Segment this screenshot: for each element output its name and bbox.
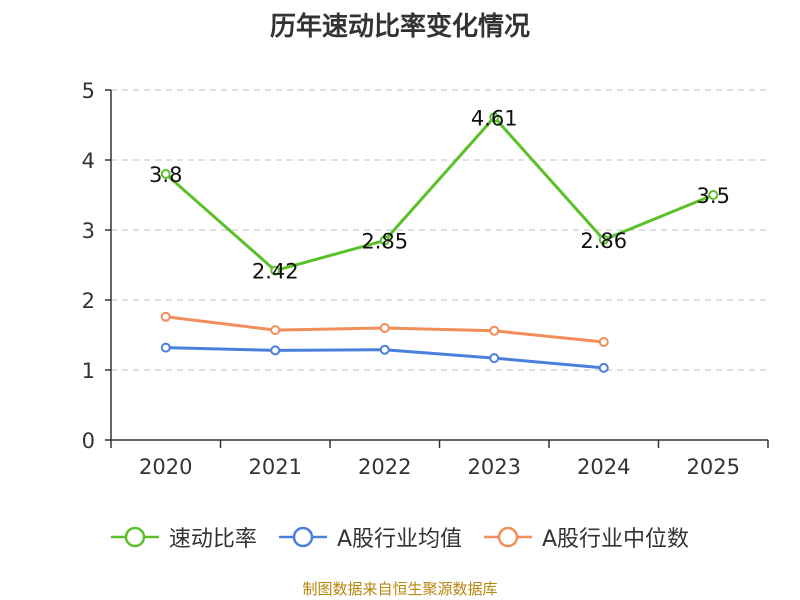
legend-label: A股行业均值 xyxy=(336,527,462,552)
data-point xyxy=(489,112,500,123)
legend-circle xyxy=(292,526,314,548)
legend-label: 速动比率 xyxy=(168,527,257,552)
y-tick-label: 5 xyxy=(82,79,95,103)
line-chart: 0 1 2 3 4 5 2020 2021 2022 2023 2024 2025 3.8 2.42 2.… xyxy=(82,79,769,479)
series-line xyxy=(164,115,714,273)
data-labels: 3.8 2.42 2.85 4.61 2.86 3.5 xyxy=(149,106,730,283)
data-label: 2.85 xyxy=(361,230,408,254)
x-tick-label: 2024 xyxy=(577,455,630,479)
data-point xyxy=(598,337,609,347)
data-point xyxy=(379,323,390,333)
data-point xyxy=(598,362,609,373)
axes: 0 1 2 3 4 5 2020 2021 2022 2023 2024 2025 xyxy=(82,79,769,479)
data-point xyxy=(160,169,171,179)
data-label: 4.61 xyxy=(471,106,518,130)
y-tick-label: 0 xyxy=(82,429,95,453)
data-point xyxy=(270,265,281,276)
y-tick-label: 3 xyxy=(82,219,95,243)
legend-item-industry-mean[interactable]: A股行业均值 xyxy=(278,521,462,553)
series-lines xyxy=(160,112,719,373)
data-point xyxy=(379,235,390,246)
data-point xyxy=(270,345,281,356)
data-point xyxy=(270,325,281,336)
data-point xyxy=(598,234,609,245)
y-tick-label: 2 xyxy=(82,289,95,313)
data-point xyxy=(489,325,500,336)
data-source-note: 制图数据来自恒生聚源数据库 xyxy=(302,580,498,598)
x-tick-label: 2020 xyxy=(139,455,192,479)
legend-line-circle-icon xyxy=(110,526,159,548)
y-tick-label: 4 xyxy=(82,149,95,173)
x-tick-label: 2025 xyxy=(687,455,740,479)
legend: 速动比率 A股行业均值 A股行业中位数 xyxy=(0,520,800,554)
legend-circle xyxy=(124,526,146,548)
data-point xyxy=(708,190,719,200)
data-label: 2.42 xyxy=(252,260,299,284)
legend-circle xyxy=(497,526,519,548)
legend-label: A股行业中位数 xyxy=(542,527,690,552)
data-point xyxy=(160,342,171,353)
chart-title: 历年速动比率变化情况 xyxy=(269,12,530,42)
legend-item-industry-median[interactable]: A股行业中位数 xyxy=(484,521,689,553)
x-tick-label: 2021 xyxy=(249,455,302,479)
data-label: 2.86 xyxy=(580,229,627,253)
x-tick-label: 2022 xyxy=(358,455,411,479)
data-label: 3.5 xyxy=(697,184,730,208)
legend-line-circle-icon xyxy=(484,526,532,548)
legend-item-quick-ratio[interactable]: 速动比率 xyxy=(110,521,257,553)
data-label: 3.8 xyxy=(149,163,182,187)
data-point xyxy=(489,353,500,364)
data-point xyxy=(160,311,171,322)
legend-line-circle-icon xyxy=(278,526,327,548)
data-point xyxy=(379,344,390,355)
y-tick-label: 1 xyxy=(82,359,95,383)
x-tick-label: 2023 xyxy=(468,455,521,479)
